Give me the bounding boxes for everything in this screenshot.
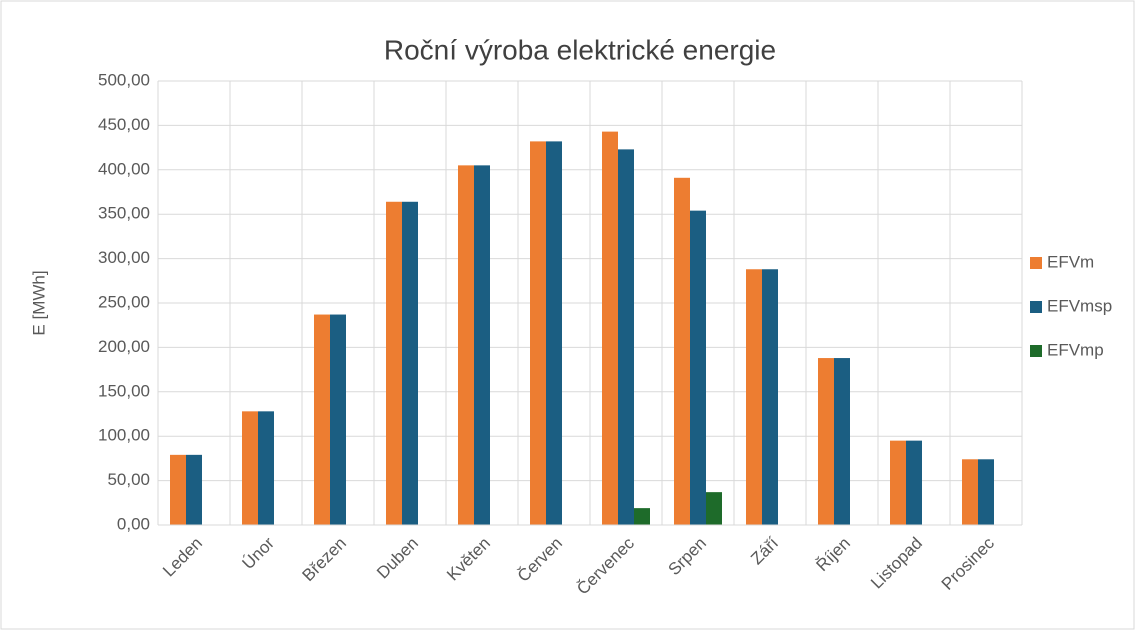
y-tick-label: 50,00 (107, 470, 150, 489)
bar (634, 508, 650, 525)
y-tick-label: 200,00 (98, 337, 150, 356)
y-tick-label: 450,00 (98, 115, 150, 134)
y-tick-label: 250,00 (98, 292, 150, 311)
y-tick-label: 350,00 (98, 204, 150, 223)
bar (242, 411, 258, 525)
bar (186, 454, 202, 525)
bar (690, 210, 706, 525)
legend-swatch (1030, 301, 1042, 313)
y-tick-label: 300,00 (98, 248, 150, 267)
legend-label: EFVmsp (1047, 296, 1112, 315)
bar (746, 269, 762, 525)
y-tick-label: 100,00 (98, 426, 150, 445)
y-tick-label: 500,00 (98, 70, 150, 89)
bar (258, 411, 274, 525)
y-tick-label: 150,00 (98, 381, 150, 400)
bar (706, 492, 722, 525)
bar (546, 141, 562, 525)
y-tick-label: 400,00 (98, 159, 150, 178)
bar (530, 141, 546, 525)
bar (602, 131, 618, 525)
bar (962, 459, 978, 525)
legend-label: EFVm (1047, 252, 1094, 271)
chart-title: Roční výroba elektrické energie (384, 34, 776, 65)
bar (674, 177, 690, 526)
bar (978, 459, 994, 525)
bar (330, 314, 346, 525)
bar (314, 314, 330, 525)
bar (458, 165, 474, 526)
y-tick-label: 0,00 (117, 514, 150, 533)
bar (618, 149, 634, 525)
bar (402, 201, 418, 525)
legend-swatch (1030, 345, 1042, 357)
y-axis-label: E [MWh] (29, 270, 48, 335)
bar (890, 440, 906, 525)
bar (474, 165, 490, 526)
bar (762, 269, 778, 525)
legend-swatch (1030, 257, 1042, 269)
bar (906, 440, 922, 525)
bar (170, 454, 186, 525)
legend-label: EFVmp (1047, 340, 1104, 359)
bar (386, 201, 402, 525)
bar (818, 358, 834, 525)
bar (834, 358, 850, 525)
